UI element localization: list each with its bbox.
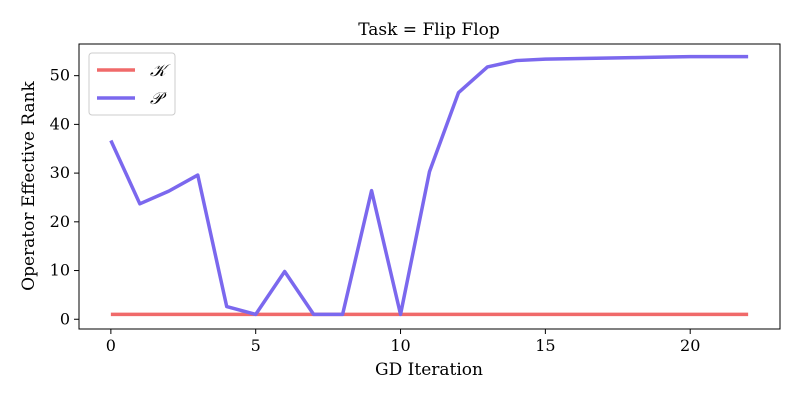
y-tick-label: 20 xyxy=(50,212,70,231)
x-tick-label: 15 xyxy=(535,336,555,355)
x-tick-label: 10 xyxy=(390,336,410,355)
legend: 𝒦𝒫 xyxy=(88,52,176,116)
y-tick-label: 0 xyxy=(60,309,70,328)
x-tick-label: 20 xyxy=(680,336,700,355)
chart-title: Task = Flip Flop xyxy=(358,20,500,40)
x-axis-label: GD Iteration xyxy=(375,360,483,380)
y-axis-label: Operator Effective Rank xyxy=(19,80,39,290)
legend-label-0: 𝒦 xyxy=(150,61,171,81)
x-tick-label: 0 xyxy=(106,336,116,355)
y-tick-label: 30 xyxy=(50,163,70,182)
y-tick-label: 40 xyxy=(50,114,70,133)
x-tick-label: 5 xyxy=(251,336,261,355)
plot-frame xyxy=(78,43,781,330)
plot-area: 0 5 10 15 20 0 10 20 30 40 50 xyxy=(50,43,781,355)
y-tick-label: 50 xyxy=(50,66,70,85)
y-tick-label: 10 xyxy=(50,261,70,280)
series-line-1 xyxy=(109,54,749,317)
